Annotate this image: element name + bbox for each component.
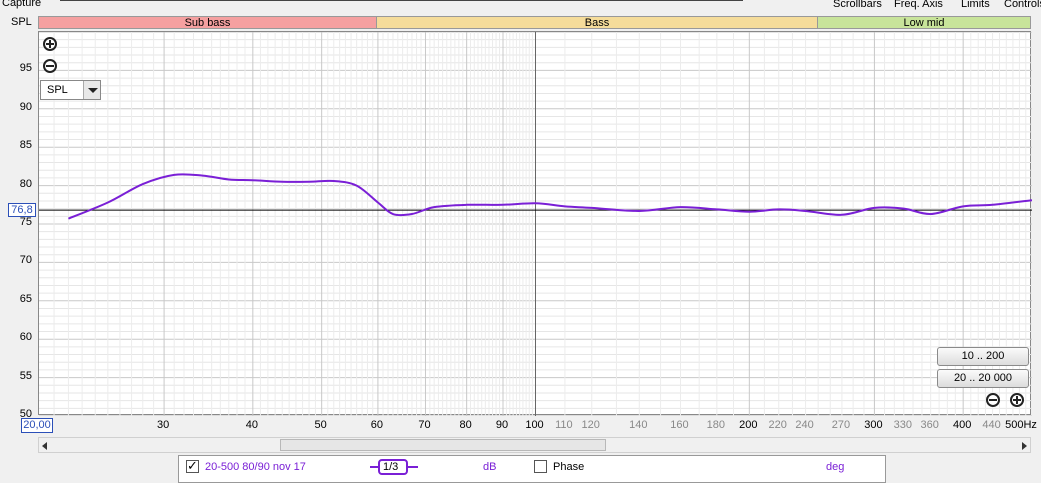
minus-icon: [46, 65, 54, 67]
freq-axis-toggle[interactable]: Freq. Axis: [894, 0, 943, 10]
x-tick-label: 100: [525, 419, 544, 431]
plus-icon: [1013, 396, 1021, 404]
smoothing-label: 1/3: [383, 461, 399, 473]
y-tick-label: 50: [19, 408, 32, 420]
band-bass: Bass: [376, 16, 818, 29]
y-tick-label: 65: [19, 292, 32, 305]
x-tick-label: 140: [629, 419, 648, 431]
scrollbar-thumb[interactable]: [280, 439, 606, 451]
legend-panel: 20-500 80/90 nov 17 1/3 dB Phase deg: [178, 455, 886, 483]
x-tick-label: 80: [459, 419, 472, 431]
y-tick-label: 80: [19, 177, 32, 190]
x-tick-label: 220: [768, 419, 787, 431]
cursor-y-readout: 76,8: [8, 203, 36, 217]
x-tick-label: 500Hz: [1005, 419, 1037, 431]
toolbar-divider: [60, 0, 743, 1]
scrollbars-toggle[interactable]: Scrollbars: [833, 0, 882, 10]
x-tick-label: 60: [370, 419, 384, 431]
limits-toggle[interactable]: Limits: [961, 0, 990, 10]
x-tick-label: 120: [581, 419, 600, 431]
y-tick-label: 95: [19, 62, 32, 75]
scroll-right-icon[interactable]: [1022, 442, 1027, 450]
y-tick-label: 90: [19, 100, 32, 113]
x-tick-label: 160: [670, 419, 689, 431]
plus-icon: [46, 40, 54, 48]
band-label: Low mid: [903, 17, 945, 29]
x-tick-label: 330: [893, 419, 912, 431]
trace-visible-checkbox[interactable]: [186, 458, 199, 474]
frequency-response-graph[interactable]: [39, 32, 1032, 416]
series-line-20-500: [68, 173, 1032, 220]
x-tick-label: 440: [982, 419, 1001, 431]
unit-select-value: SPL: [47, 84, 68, 96]
cursor-x-readout: 20,00: [21, 418, 53, 433]
unit-select[interactable]: SPL: [40, 80, 101, 100]
range-10-200-button[interactable]: 10 .. 200: [937, 347, 1029, 366]
band-sub-bass: Sub bass: [38, 16, 377, 29]
minus-icon: [989, 399, 997, 401]
x-tick-label: 30: [156, 419, 170, 431]
x-tick-label: 40: [245, 419, 258, 431]
x-tick-label: 360: [920, 419, 939, 431]
scroll-left-icon[interactable]: [42, 442, 47, 450]
smoothing-indicator[interactable]: [370, 459, 418, 475]
plot-area[interactable]: [38, 31, 1032, 416]
y-tick-label: 55: [19, 369, 32, 382]
zoom-out-horizontal-icon[interactable]: [986, 393, 1000, 407]
band-label: Sub bass: [184, 17, 231, 29]
phase-checkbox[interactable]: [534, 460, 547, 473]
top-toolbar: Capture Scrollbars Freq. Axis Limits Con…: [0, 0, 1041, 14]
band-label: Bass: [584, 17, 610, 29]
x-tick-label: 400: [952, 419, 972, 431]
x-tick-label: 300: [864, 419, 883, 431]
phase-label: Phase: [553, 461, 585, 473]
x-tick-label: 240: [795, 419, 814, 431]
y-tick-label: 75: [19, 216, 32, 228]
x-tick-label: 180: [706, 419, 725, 431]
band-low-mid: Low mid: [817, 16, 1031, 29]
zoom-in-vertical-icon[interactable]: [43, 37, 57, 51]
x-tick-label: 270: [831, 419, 851, 431]
x-tick-label: 110: [555, 419, 573, 431]
capture-label[interactable]: Capture: [2, 0, 42, 9]
zoom-in-horizontal-icon[interactable]: [1010, 393, 1024, 407]
controls-toggle[interactable]: Controls: [1004, 0, 1041, 10]
trace-unit: dB: [483, 461, 497, 473]
x-tick-label: 200: [739, 419, 758, 431]
phase-unit: deg: [826, 461, 845, 473]
x-tick-label: 90: [495, 419, 509, 431]
chevron-down-icon[interactable]: [83, 81, 100, 99]
zoom-out-vertical-icon[interactable]: [43, 59, 57, 73]
x-tick-label: 50: [314, 419, 327, 431]
trace-name: 20-500 80/90 nov 17: [205, 461, 306, 473]
y-tick-label: 60: [19, 331, 32, 344]
y-axis-label: SPL: [11, 16, 32, 28]
x-tick-label: 70: [418, 419, 431, 431]
horizontal-scrollbar[interactable]: [38, 437, 1031, 453]
y-tick-label: 70: [19, 254, 32, 267]
range-20-20000-button[interactable]: 20 .. 20 000: [937, 369, 1029, 388]
y-tick-label: 85: [19, 139, 32, 152]
